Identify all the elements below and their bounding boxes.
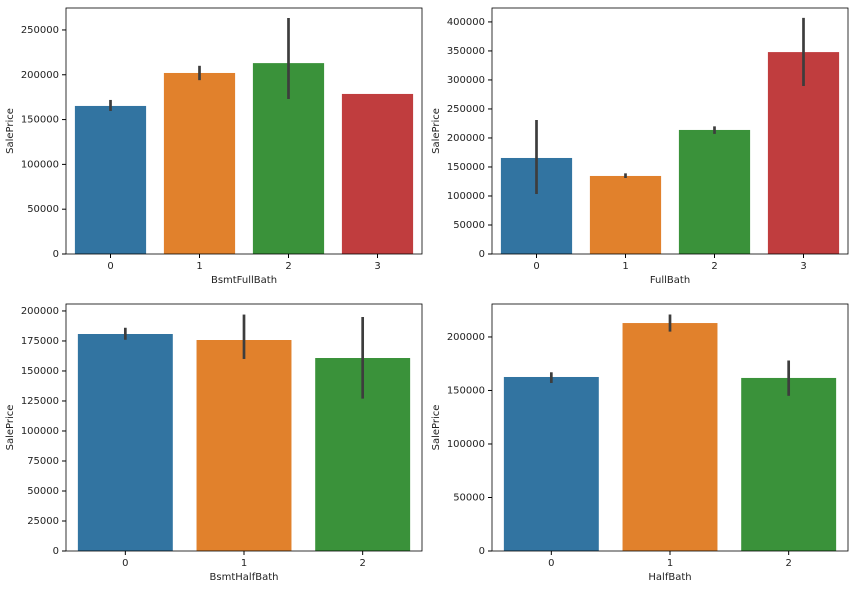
y-tick-label: 50000 — [453, 492, 485, 503]
y-tick-label: 175000 — [21, 336, 59, 347]
bar — [678, 129, 751, 254]
bar — [741, 377, 837, 551]
axes-frame — [65, 7, 423, 255]
x-tick-label: 3 — [800, 261, 806, 272]
x-axis-label: BsmtHalfBath — [210, 572, 279, 583]
y-axis-label: SalePrice — [431, 405, 442, 451]
subplot: 0 1 2 3 0 50000 100000 150000 200000 250000 300000… — [431, 7, 849, 286]
y-tick-label: 0 — [53, 546, 59, 557]
y-tick-label: 350000 — [447, 46, 485, 57]
y-tick-label: 0 — [479, 546, 485, 557]
y-tick-label: 150000 — [21, 115, 59, 126]
x-tick-label: 0 — [533, 261, 539, 272]
x-tick-label: 2 — [785, 558, 791, 569]
y-tick-label: 150000 — [447, 385, 485, 396]
bar — [77, 334, 173, 551]
x-tick-label: 1 — [241, 558, 247, 569]
y-tick-label: 100000 — [21, 159, 59, 170]
y-tick-label: 75000 — [27, 456, 59, 467]
y-tick-label: 200000 — [447, 133, 485, 144]
axes-frame — [491, 7, 849, 255]
y-tick-label: 50000 — [27, 486, 59, 497]
y-tick-label: 100000 — [21, 426, 59, 437]
bar — [341, 93, 414, 254]
bar — [196, 340, 292, 551]
subplot: 0 1 2 0 25000 50000 75000 100000 125000 150000 175… — [5, 303, 423, 583]
y-axis-label: SalePrice — [5, 108, 16, 154]
y-tick-label: 0 — [53, 249, 59, 260]
x-tick-label: 2 — [711, 261, 717, 272]
y-tick-label: 150000 — [21, 366, 59, 377]
bar — [503, 376, 599, 551]
y-tick-label: 50000 — [27, 204, 59, 215]
x-tick-label: 1 — [667, 558, 673, 569]
y-axis-label: SalePrice — [431, 108, 442, 154]
y-tick-label: 0 — [479, 249, 485, 260]
x-tick-label: 3 — [374, 261, 380, 272]
axes-frame — [65, 303, 423, 552]
subplot: 0 1 2 0 50000 100000 150000 200000 HalfBath SaleP… — [431, 303, 849, 583]
y-tick-label: 400000 — [447, 17, 485, 28]
bar — [622, 323, 718, 551]
y-tick-label: 200000 — [21, 70, 59, 81]
x-axis-label: BsmtFullBath — [211, 275, 277, 286]
bar — [74, 105, 147, 255]
x-tick-label: 2 — [285, 261, 291, 272]
y-tick-label: 150000 — [447, 162, 485, 173]
y-tick-label: 250000 — [447, 104, 485, 115]
y-tick-label: 125000 — [21, 396, 59, 407]
x-axis-label: FullBath — [650, 275, 690, 286]
bar — [589, 175, 662, 254]
y-tick-label: 250000 — [21, 25, 59, 36]
y-tick-label: 200000 — [21, 306, 59, 317]
y-tick-label: 25000 — [27, 516, 59, 527]
x-tick-label: 2 — [359, 558, 365, 569]
bar — [163, 72, 236, 254]
axes-frame — [491, 303, 849, 552]
y-axis-label: SalePrice — [5, 405, 16, 451]
y-tick-label: 300000 — [447, 75, 485, 86]
y-tick-label: 100000 — [447, 439, 485, 450]
x-tick-label: 1 — [622, 261, 628, 272]
x-tick-label: 0 — [122, 558, 128, 569]
y-tick-label: 200000 — [447, 332, 485, 343]
x-tick-label: 1 — [196, 261, 202, 272]
y-tick-label: 100000 — [447, 191, 485, 202]
x-tick-label: 0 — [107, 261, 113, 272]
x-axis-label: HalfBath — [648, 572, 691, 583]
x-tick-label: 0 — [548, 558, 554, 569]
subplot: 0 1 2 3 0 50000 100000 150000 200000 250000 BsmtFu… — [5, 7, 423, 286]
y-tick-label: 50000 — [453, 220, 485, 231]
